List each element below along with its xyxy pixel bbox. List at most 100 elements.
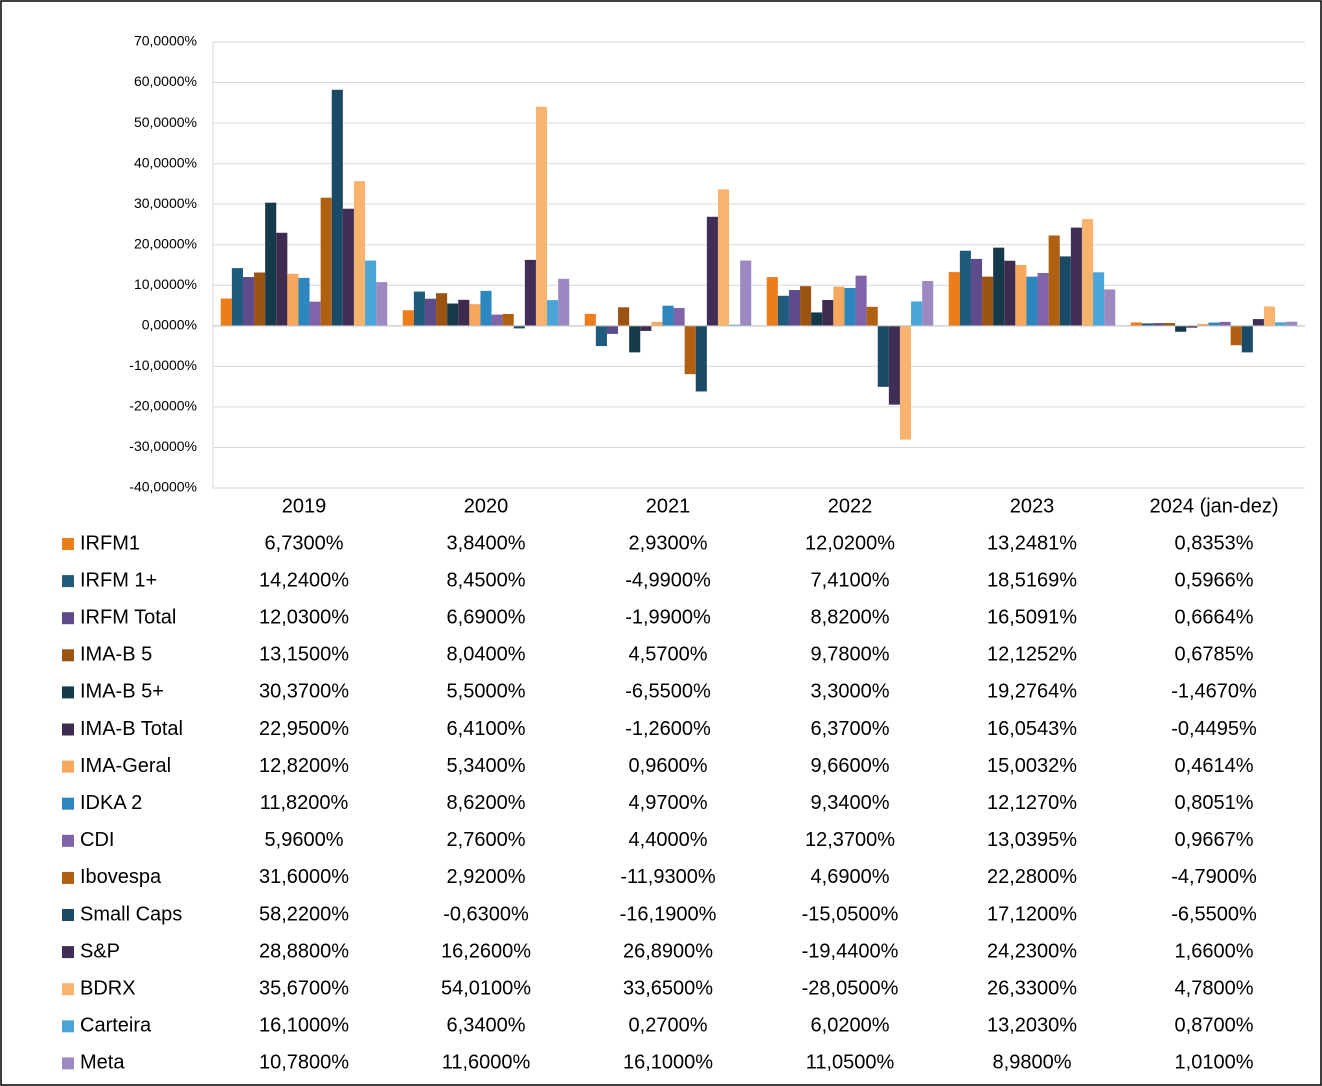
bar bbox=[788, 290, 801, 326]
bar bbox=[844, 287, 856, 326]
table-cell: 2,9200% bbox=[447, 866, 526, 888]
y-tick-label: -20,0000% bbox=[129, 398, 197, 414]
bar bbox=[353, 181, 366, 326]
legend-swatch bbox=[62, 649, 74, 662]
table-cell: 0,8700% bbox=[1175, 1015, 1254, 1037]
legend-label: IRFM1 bbox=[80, 532, 140, 554]
table-cell: 13,0395% bbox=[987, 829, 1077, 851]
legend-label: Ibovespa bbox=[80, 866, 162, 888]
bar bbox=[424, 298, 437, 326]
table-cell: 30,3700% bbox=[259, 681, 349, 703]
y-tick-label: 40,0000% bbox=[134, 154, 197, 170]
legend-swatch bbox=[62, 834, 74, 847]
table-cell: 12,1252% bbox=[987, 644, 1077, 666]
legend-swatch bbox=[62, 723, 74, 736]
legend-label: Small Caps bbox=[80, 903, 182, 925]
table-cell: 6,3400% bbox=[447, 1015, 526, 1037]
bar bbox=[1141, 323, 1153, 326]
bar bbox=[309, 301, 321, 326]
bar bbox=[970, 258, 983, 326]
table-cell: 12,1270% bbox=[987, 792, 1077, 814]
legend-swatch bbox=[62, 612, 74, 625]
bar bbox=[1230, 325, 1242, 346]
table-cell: 9,6600% bbox=[811, 755, 890, 777]
bar bbox=[547, 300, 559, 326]
bar bbox=[524, 259, 536, 326]
table-cell: 26,8900% bbox=[623, 940, 713, 962]
bar bbox=[740, 260, 752, 326]
bar bbox=[651, 321, 663, 326]
table-cell: 4,7800% bbox=[1175, 977, 1254, 999]
table-cell: 0,9667% bbox=[1175, 829, 1254, 851]
table-cell: 6,3700% bbox=[811, 718, 890, 740]
table-cell: 28,8800% bbox=[259, 940, 349, 962]
bar bbox=[922, 281, 934, 326]
bar bbox=[1219, 321, 1231, 326]
bar bbox=[822, 299, 834, 326]
table-cell: 3,3000% bbox=[811, 681, 890, 703]
legend-swatch bbox=[62, 686, 74, 699]
y-tick-label: 30,0000% bbox=[134, 195, 197, 211]
legend-label: IMA-Geral bbox=[80, 755, 171, 777]
table-cell: 18,5169% bbox=[987, 569, 1077, 591]
table-cell: 0,4614% bbox=[1175, 755, 1254, 777]
table-cell: 0,8051% bbox=[1175, 792, 1254, 814]
legend-swatch bbox=[62, 575, 74, 588]
legend-swatch bbox=[62, 797, 74, 810]
bar bbox=[491, 314, 503, 326]
table-cell: 4,5700% bbox=[629, 644, 708, 666]
bar bbox=[1037, 272, 1049, 326]
bar bbox=[717, 189, 730, 326]
bar bbox=[695, 325, 707, 392]
bar bbox=[413, 291, 425, 326]
bar bbox=[1152, 323, 1165, 326]
table-cell: 8,4500% bbox=[447, 569, 526, 591]
bar bbox=[993, 247, 1005, 326]
table-cell: 5,9600% bbox=[265, 829, 344, 851]
table-cell: -6,5500% bbox=[1171, 903, 1257, 925]
bar bbox=[298, 277, 310, 326]
table-cell: -16,1900% bbox=[620, 903, 717, 925]
table-cell: 7,4100% bbox=[811, 569, 890, 591]
bar bbox=[618, 307, 630, 326]
bar bbox=[584, 313, 596, 326]
bar bbox=[502, 313, 514, 326]
table-cell: 11,6000% bbox=[442, 1052, 531, 1074]
bar bbox=[729, 324, 741, 326]
legend-label: IMA-B 5 bbox=[80, 644, 152, 666]
legend-label: IRFM 1+ bbox=[80, 569, 157, 591]
table-cell: 12,8200% bbox=[259, 755, 349, 777]
bar bbox=[320, 197, 332, 326]
table-cell: 0,5966% bbox=[1175, 569, 1254, 591]
table-cell: 4,4000% bbox=[629, 829, 708, 851]
bar bbox=[800, 286, 812, 326]
table-cell: 12,3700% bbox=[805, 829, 895, 851]
table-cell: -1,2600% bbox=[625, 718, 711, 740]
table-cell: 19,2764% bbox=[987, 681, 1077, 703]
legend-swatch bbox=[62, 760, 74, 773]
bar bbox=[1252, 319, 1264, 326]
bar bbox=[242, 277, 255, 326]
table-cell: 12,0200% bbox=[805, 532, 895, 554]
bar bbox=[1164, 323, 1176, 326]
bar bbox=[1263, 306, 1276, 326]
table-cell: 0,9600% bbox=[629, 755, 708, 777]
table-cell: 2,9300% bbox=[629, 532, 708, 554]
bar bbox=[469, 304, 481, 326]
bar bbox=[640, 325, 652, 331]
x-tick-label: 2021 bbox=[646, 495, 691, 517]
bar bbox=[331, 89, 343, 326]
table-cell: 0,8353% bbox=[1175, 532, 1254, 554]
legend-label: BDRX bbox=[80, 977, 136, 999]
table-cell: 16,2600% bbox=[441, 940, 531, 962]
table-cell: 16,1000% bbox=[259, 1015, 349, 1037]
table-cell: 16,0543% bbox=[987, 718, 1077, 740]
table-cell: 8,0400% bbox=[447, 644, 526, 666]
table-cell: 17,1200% bbox=[987, 903, 1077, 925]
bar bbox=[1093, 272, 1105, 326]
bar bbox=[1081, 219, 1094, 326]
table-cell: 1,6600% bbox=[1175, 940, 1254, 962]
bar bbox=[1104, 289, 1116, 326]
